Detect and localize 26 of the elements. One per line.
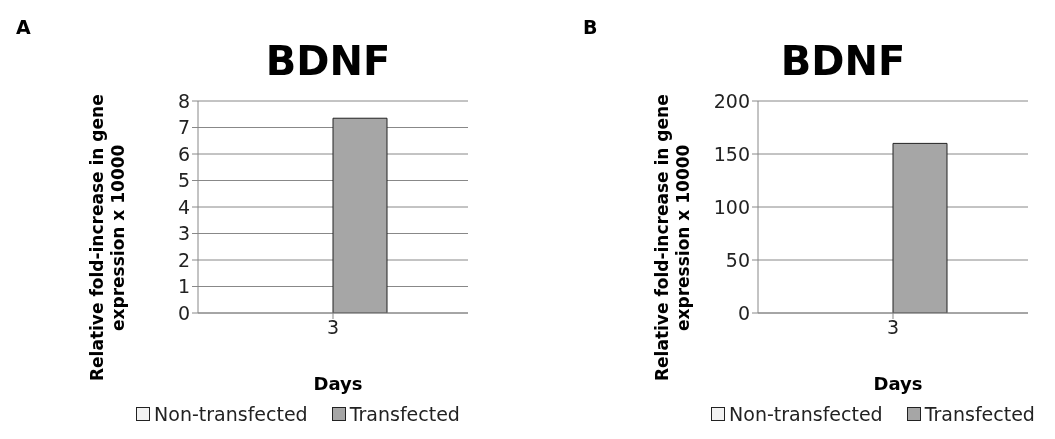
y-tick-label: 0: [177, 301, 190, 324]
text: A: [16, 16, 31, 38]
text: B: [583, 16, 598, 38]
y-tick-label: 7: [177, 116, 190, 139]
y-tick-label: 2: [177, 248, 190, 271]
chart-title: BDNF: [264, 38, 392, 84]
y-tick-label: 150: [713, 142, 750, 165]
y-tick-label: 1: [177, 275, 190, 298]
y-tick-label: 200: [713, 89, 750, 112]
y-axis-title: Relative fold-increase in gene expression x 10000: [651, 93, 694, 384]
y-tick-label: 4: [177, 195, 190, 218]
legend-label: Non-transfected: [728, 403, 883, 425]
y-tick-label: 3: [177, 222, 190, 245]
legend-label: Non-transfected: [153, 403, 308, 425]
y-tick-label: 6: [177, 142, 190, 165]
y-tick-label: 0: [737, 301, 750, 324]
legend-label: Transfected: [923, 403, 1035, 425]
x-axis-title: Days: [872, 373, 924, 394]
x-axis-title: Days: [312, 373, 364, 394]
chart-title: BDNF: [779, 38, 907, 84]
y-tick-label: 5: [177, 169, 190, 192]
legend-label: Transfected: [348, 403, 460, 425]
y-tick-label: 50: [725, 248, 750, 271]
y-tick-label: 8: [177, 89, 190, 112]
y-axis-title: Relative fold-increase in gene expression x 10000: [86, 93, 129, 384]
y-tick-label: 100: [713, 195, 750, 218]
